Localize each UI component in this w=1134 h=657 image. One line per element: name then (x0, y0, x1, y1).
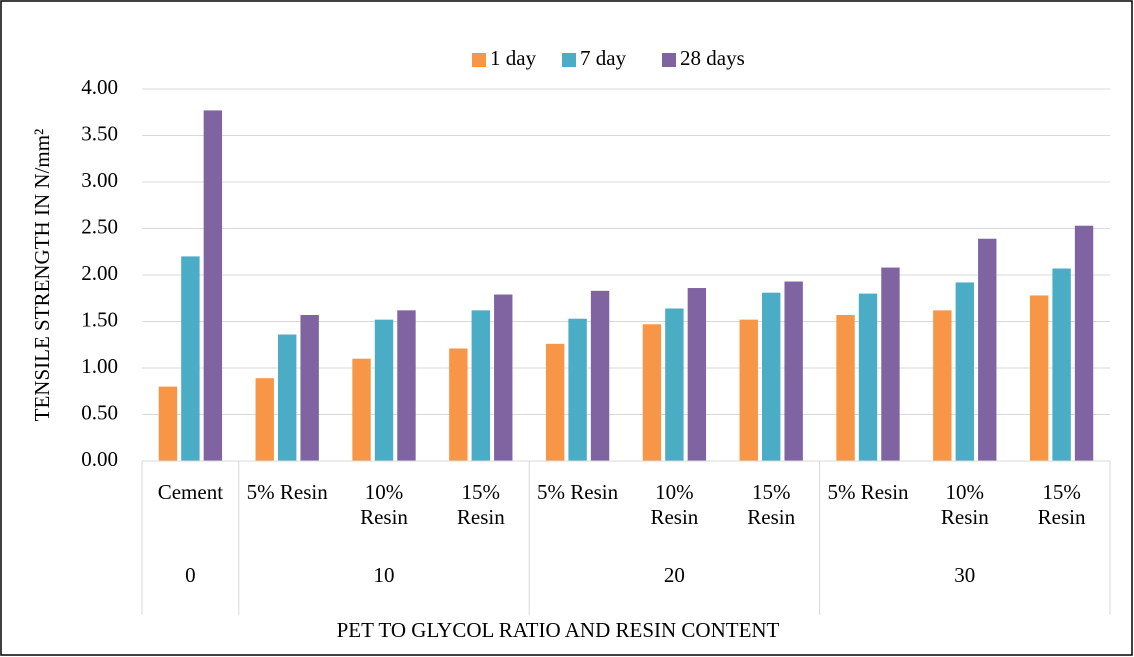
x-tick-label: 10% Resin (650, 480, 699, 529)
group-label: 30 (954, 563, 975, 587)
y-tick-label: 4.00 (81, 75, 118, 99)
legend-label: 7 day (580, 46, 627, 70)
bar (278, 334, 297, 461)
y-tick-label: 0.00 (81, 447, 118, 471)
bar (642, 324, 662, 461)
bar (881, 267, 900, 461)
x-tick-label: 10% Resin (940, 480, 989, 529)
legend-swatch (662, 53, 676, 67)
bar (181, 256, 200, 461)
y-tick-label: 3.00 (81, 168, 118, 192)
x-axis-title: PET TO GLYCOL RATIO AND RESIN CONTENT (337, 618, 780, 642)
x-tick-label: Cement (157, 480, 224, 504)
bar (374, 319, 394, 461)
bar (1029, 295, 1049, 461)
y-tick-label: 3.50 (81, 121, 118, 145)
bar (494, 294, 513, 461)
bar (1074, 225, 1094, 461)
bar (203, 110, 223, 461)
bar (1052, 268, 1071, 461)
bar (858, 293, 878, 461)
x-tick-label: 15% Resin (1037, 480, 1086, 529)
bar (762, 292, 781, 461)
bar (158, 386, 178, 461)
bar (933, 310, 952, 461)
bar (836, 314, 855, 461)
bar (978, 238, 997, 461)
bar (397, 310, 416, 461)
bar (449, 348, 468, 461)
y-tick-label: 0.50 (81, 400, 118, 424)
x-tick-label: 5% Resin (246, 480, 328, 504)
group-label: 0 (185, 563, 196, 587)
bar (255, 378, 274, 461)
bar (739, 319, 758, 461)
x-tick-label: 15% Resin (456, 480, 505, 529)
bar (784, 281, 803, 461)
y-tick-label: 1.50 (81, 307, 118, 331)
bar (545, 343, 565, 461)
bar (590, 290, 610, 461)
legend-swatch (562, 53, 576, 67)
bar (665, 308, 684, 461)
bar (300, 314, 319, 461)
group-label: 20 (664, 563, 685, 587)
y-axis-title: TENSILE STRENGTH IN N/mm² (30, 129, 54, 422)
x-tick-label: 5% Resin (537, 480, 619, 504)
y-tick-label: 2.50 (81, 214, 118, 238)
x-tick-label: 15% Resin (747, 480, 796, 529)
y-tick-label: 2.00 (81, 261, 118, 285)
bar (568, 318, 587, 461)
bar (955, 282, 974, 461)
bar (352, 358, 371, 461)
bar (471, 310, 490, 461)
x-tick-label: 10% Resin (360, 480, 408, 529)
y-tick-label: 1.00 (81, 354, 118, 378)
legend-label: 1 day (490, 46, 537, 70)
legend-swatch (472, 53, 486, 67)
bar (687, 288, 707, 461)
legend-label: 28 days (680, 46, 745, 70)
x-tick-label: 5% Resin (827, 480, 909, 504)
group-label: 10 (374, 563, 395, 587)
